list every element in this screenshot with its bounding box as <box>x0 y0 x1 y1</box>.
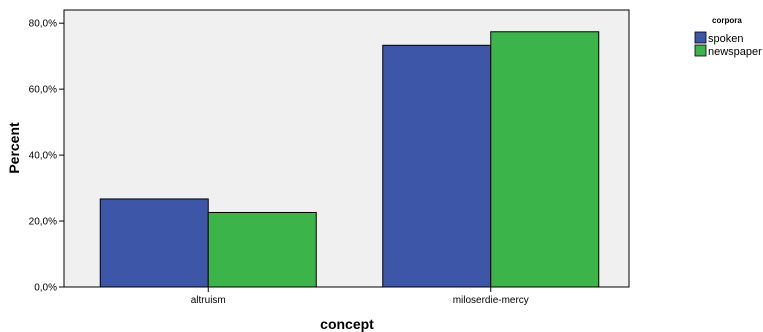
y-tick-label: 80,0% <box>29 19 57 30</box>
bar-newspaper-miloserdie-mercy <box>490 31 600 288</box>
legend-title: corpora <box>712 16 742 25</box>
y-tick-label: 40,0% <box>29 151 57 162</box>
x-tick-label: altruism <box>191 295 226 306</box>
bar-spoken-altruism <box>99 198 209 288</box>
x-tick-label: miloserdie-mercy <box>453 295 529 306</box>
bar-spoken-miloserdie-mercy <box>382 44 492 288</box>
y-axis-title: Percent <box>6 122 22 174</box>
bars-group <box>99 31 600 288</box>
x-axis-title: concept <box>320 316 374 332</box>
legend-swatch-newspaper <box>694 44 707 57</box>
legend: corpora spoken newspaper <box>694 16 762 58</box>
x-axis: altruism miloserdie-mercy <box>191 287 529 306</box>
y-tick-label: 0,0% <box>34 283 57 294</box>
legend-label-spoken: spoken <box>708 33 743 45</box>
y-tick-label: 20,0% <box>29 217 57 228</box>
legend-label-newspaper: newspaper <box>708 46 762 58</box>
y-tick-label: 60,0% <box>29 85 57 96</box>
y-axis: 0,0% 20,0% 40,0% 60,0% 80,0% <box>29 19 64 294</box>
legend-swatch-spoken <box>694 31 707 44</box>
bar-newspaper-altruism <box>207 211 317 288</box>
